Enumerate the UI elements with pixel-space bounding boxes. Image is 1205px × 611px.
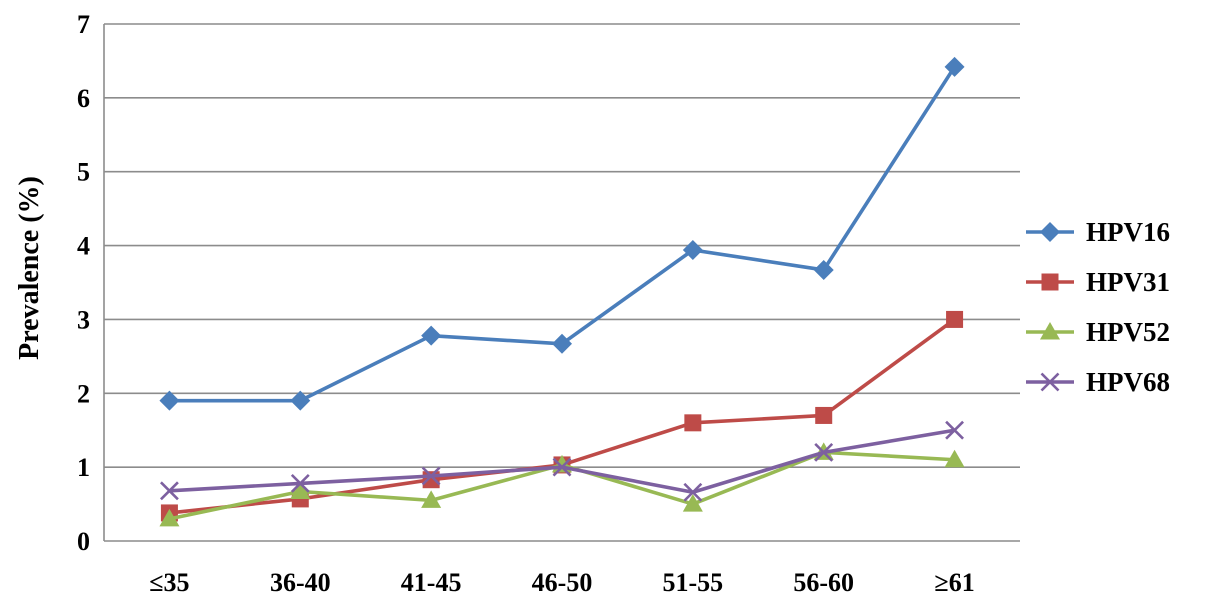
data-point (290, 481, 311, 500)
legend-marker (1041, 273, 1059, 291)
data-point (682, 240, 703, 261)
legend-label: HPV68 (1086, 367, 1170, 397)
y-tick-label: 1 (77, 453, 90, 482)
data-point (552, 333, 572, 354)
x-axis-ticks: ≤35 36-40 41-45 46-50 51-55 56-60 ≥61 (149, 568, 974, 597)
data-point (944, 449, 965, 468)
grid (103, 23, 1020, 542)
series-hpv16 (159, 56, 965, 411)
data-point (290, 390, 311, 411)
x-tick-label: ≥61 (934, 568, 974, 597)
data-point (684, 414, 702, 432)
data-point (421, 490, 442, 508)
legend-label: HPV16 (1086, 217, 1170, 247)
legend: HPV16 HPV31 HPV52 HPV68 (1026, 217, 1170, 397)
data-point (944, 56, 965, 77)
data-point (813, 259, 834, 280)
legend-item-hpv68: HPV68 (1026, 367, 1170, 397)
data-point (815, 406, 833, 424)
x-tick-label: 36-40 (270, 568, 331, 597)
y-tick-label: 3 (77, 305, 90, 334)
series-hpv68 (160, 420, 964, 502)
data-point (160, 481, 179, 501)
data-point (814, 442, 834, 462)
legend-marker (1040, 322, 1060, 340)
data-point (552, 457, 572, 477)
data-point (682, 494, 703, 512)
x-tick-label: 41-45 (401, 568, 462, 597)
y-tick-label: 6 (77, 84, 90, 113)
data-point (421, 466, 441, 486)
y-tick-label: 2 (77, 379, 90, 408)
legend-label: HPV52 (1086, 317, 1170, 347)
legend-item-hpv16: HPV16 (1026, 217, 1170, 247)
x-tick-label: ≤35 (149, 568, 189, 597)
y-tick-label: 5 (77, 158, 90, 187)
data-point (159, 508, 180, 527)
y-axis-ticks: 0 1 2 3 4 5 6 7 (77, 10, 90, 556)
legend-marker (1040, 222, 1060, 242)
legend-item-hpv52: HPV52 (1026, 317, 1170, 347)
data-point (422, 471, 440, 489)
x-tick-label: 56-60 (793, 568, 854, 597)
legend-item-hpv31: HPV31 (1026, 267, 1170, 297)
data-point (290, 473, 310, 493)
data-point (945, 420, 964, 440)
data-point (946, 310, 964, 328)
y-tick-label: 0 (77, 527, 90, 556)
data-point (683, 482, 703, 502)
x-tick-label: 51-55 (663, 568, 724, 597)
x-tick-label: 46-50 (532, 568, 593, 597)
y-tick-label: 4 (77, 232, 90, 261)
legend-label: HPV31 (1086, 267, 1170, 297)
legend-marker (1040, 372, 1060, 392)
series (159, 56, 965, 527)
data-point (421, 325, 442, 346)
y-tick-label: 7 (77, 10, 90, 39)
data-point (159, 390, 180, 411)
y-axis-title: Prevalence (%) (14, 176, 45, 360)
